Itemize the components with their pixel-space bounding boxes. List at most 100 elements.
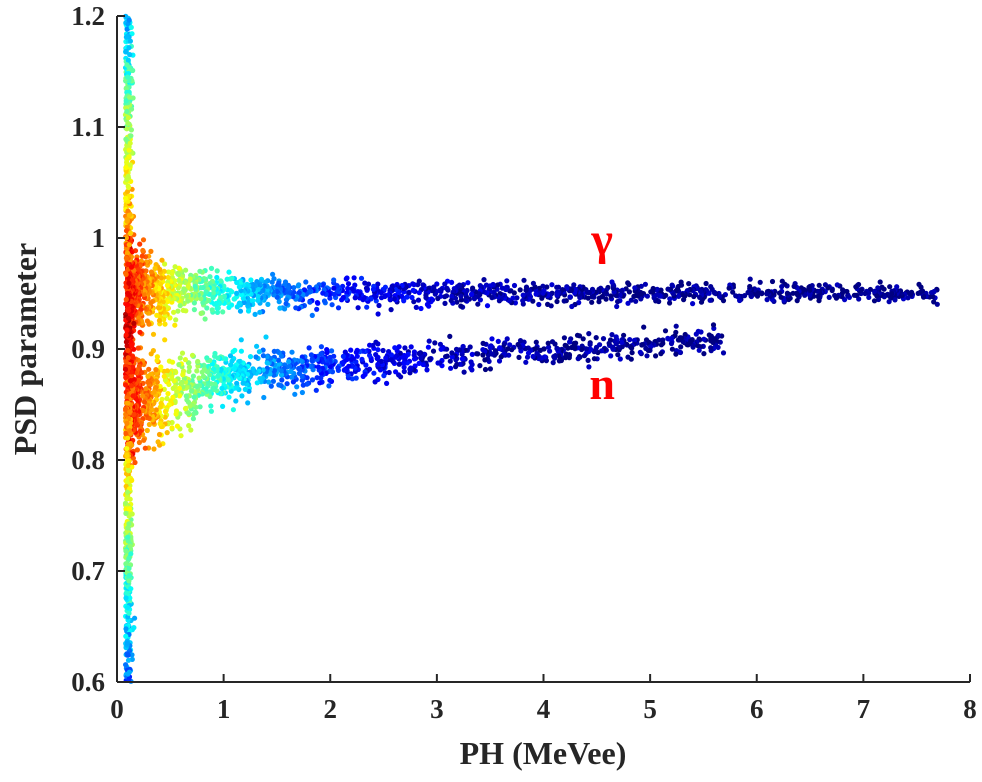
scatter-point [747, 276, 753, 282]
scatter-point [313, 387, 319, 393]
scatter-point [504, 336, 510, 342]
scatter-point [126, 153, 132, 159]
scatter-point [418, 355, 424, 361]
scatter-point [175, 308, 181, 314]
scatter-point [600, 336, 607, 342]
scatter-point [320, 290, 326, 296]
scatter-point [231, 296, 237, 302]
scatter-point [354, 353, 360, 359]
scatter-point [779, 284, 785, 290]
scatter-point [137, 329, 143, 335]
scatter-point [238, 337, 244, 343]
scatter-point [465, 280, 471, 286]
scatter-point [931, 299, 937, 305]
scatter-point [681, 297, 687, 303]
scatter-point [152, 265, 158, 271]
scatter-point [776, 290, 783, 296]
scatter-point [156, 318, 163, 324]
scatter-point [587, 341, 593, 348]
scatter-point [123, 382, 129, 388]
scatter-point [550, 360, 556, 366]
scatter-point [615, 352, 621, 358]
scatter-point [178, 381, 184, 387]
scatter-point [123, 255, 129, 261]
scatter-point [658, 351, 664, 357]
scatter-point [348, 347, 354, 353]
scatter-point [682, 331, 688, 338]
scatter-point [321, 298, 328, 304]
scatter-point [128, 133, 134, 139]
scatter-point [631, 293, 637, 299]
scatter-point [157, 404, 163, 410]
scatter-point [536, 285, 542, 291]
scatter-point [449, 279, 455, 285]
scatter-point [123, 13, 129, 19]
scatter-point [309, 358, 315, 364]
scatter-point [123, 662, 129, 668]
scatter-point [177, 355, 183, 361]
scatter-point [517, 338, 524, 344]
scatter-point [363, 285, 370, 291]
scatter-point [238, 292, 245, 298]
scatter-point [279, 377, 285, 383]
scatter-point [154, 312, 160, 318]
scatter-point [288, 374, 295, 380]
scatter-point [477, 363, 483, 369]
scatter-point [124, 420, 130, 426]
scatter-point [221, 283, 227, 289]
scatter-point [318, 375, 324, 381]
scatter-point [826, 294, 832, 300]
scatter-point [169, 419, 175, 426]
scatter-point [125, 657, 132, 663]
scatter-point [125, 400, 131, 406]
neutron-label: n [589, 358, 615, 409]
scatter-point [306, 284, 313, 290]
scatter-point [182, 357, 188, 363]
scatter-point [123, 271, 129, 277]
scatter-point [554, 284, 560, 290]
scatter-point [410, 287, 416, 293]
scatter-point [469, 351, 475, 357]
scatter-point [126, 610, 132, 616]
scatter-point [124, 302, 131, 308]
scatter-point [496, 298, 502, 304]
scatter-point [345, 285, 351, 292]
scatter-point [134, 447, 140, 453]
scatter-point [561, 298, 567, 304]
scatter-point [135, 345, 141, 351]
scatter-point [581, 353, 588, 359]
scatter-point [458, 297, 464, 303]
scatter-point [703, 280, 709, 287]
scatter-point [192, 283, 198, 289]
scatter-point [678, 279, 684, 285]
scatter-point [210, 375, 216, 381]
x-tick-label: 6 [750, 694, 764, 724]
scatter-point [125, 525, 131, 531]
scatter-point [130, 364, 136, 370]
scatter-point [733, 293, 739, 299]
scatter-point [678, 344, 684, 350]
scatter-point [420, 361, 426, 368]
scatter-point [220, 309, 226, 315]
scatter-point [511, 282, 518, 289]
scatter-point [521, 277, 527, 283]
scatter-point [141, 437, 147, 443]
scatter-point [353, 349, 359, 355]
scatter-point [383, 355, 389, 361]
scatter-point [268, 383, 274, 389]
scatter-point [324, 347, 330, 353]
scatter-point [459, 356, 465, 362]
x-tick-label: 3 [430, 694, 444, 724]
scatter-point [375, 311, 381, 317]
scatter-point [625, 280, 631, 286]
x-tick-label: 0 [110, 694, 124, 724]
scatter-point [335, 305, 342, 311]
scatter-point [172, 264, 178, 270]
scatter-point [706, 332, 712, 338]
scatter-point [274, 289, 280, 295]
scatter-point [301, 287, 307, 293]
scatter-point [264, 360, 270, 366]
scatter-point [845, 293, 851, 299]
y-tick-label: 1 [92, 223, 106, 253]
scatter-point [126, 468, 132, 474]
